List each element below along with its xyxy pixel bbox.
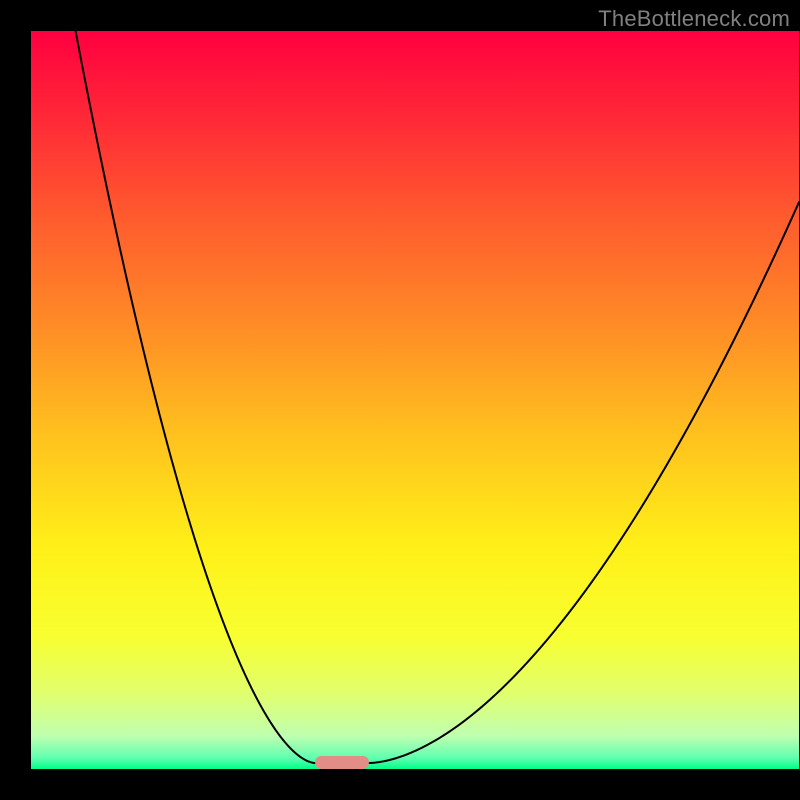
apex-marker — [315, 756, 369, 769]
chart-svg — [0, 0, 800, 800]
watermark-text: TheBottleneck.com — [598, 6, 790, 32]
plot-gradient-background — [31, 31, 799, 769]
bottleneck-chart: TheBottleneck.com — [0, 0, 800, 800]
